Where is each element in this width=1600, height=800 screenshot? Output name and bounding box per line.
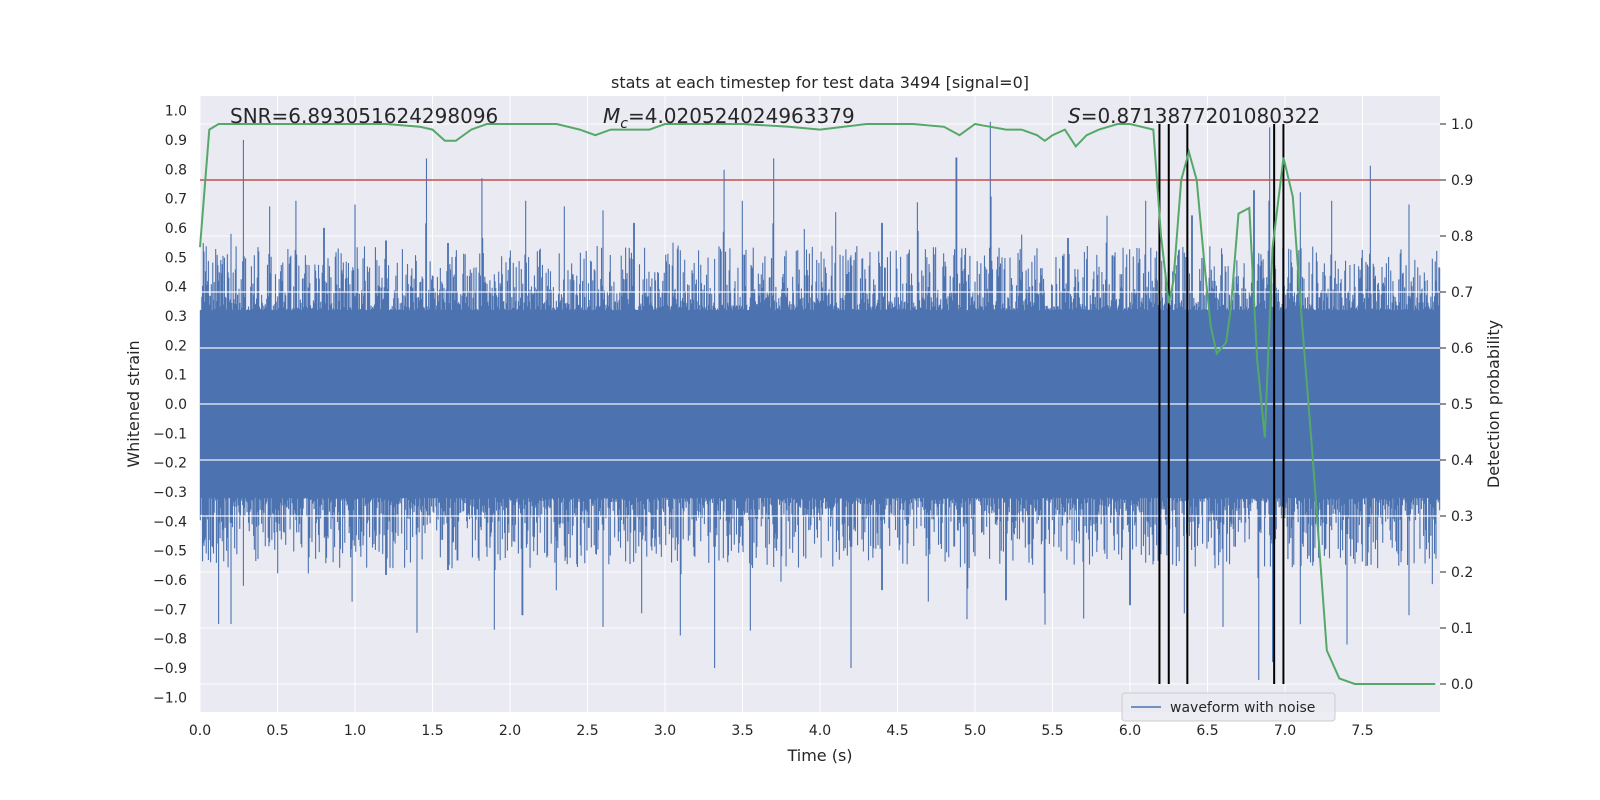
y-tick-label: 0.1 <box>165 368 187 384</box>
y-right-tick-label: 0.8 <box>1451 229 1473 245</box>
x-tick-label: 6.5 <box>1196 723 1218 739</box>
y-axis-label-right: Detection probability <box>1484 320 1503 488</box>
y-tick-label: 0.0 <box>165 397 187 413</box>
y-tick-label: −0.3 <box>153 485 187 501</box>
y-right-tick-label: 0.1 <box>1451 621 1473 637</box>
chirp-mass-annotation: Mc=4.020524024963379 <box>603 104 855 132</box>
x-tick-label: 0.0 <box>189 723 211 739</box>
x-axis-label: Time (s) <box>786 746 852 765</box>
y-axis-label: Whitened strain <box>124 340 143 467</box>
y-right-tick-label: 0.0 <box>1451 677 1473 693</box>
x-tick-label: 3.0 <box>654 723 676 739</box>
x-tick-label: 2.0 <box>499 723 521 739</box>
legend-label: waveform with noise <box>1170 700 1315 716</box>
s-annotation: S=0.8713877201080322 <box>1068 104 1320 128</box>
chirp-mass-symbol: M <box>603 104 620 128</box>
x-tick-label: 6.0 <box>1119 723 1141 739</box>
y-tick-label: −0.8 <box>153 632 187 648</box>
y-tick-label: 0.4 <box>165 280 187 296</box>
y-tick-label: 0.6 <box>165 221 187 237</box>
y-right-tick-label: 1.0 <box>1451 117 1473 133</box>
y-tick-label: −1.0 <box>153 690 187 706</box>
y-tick-label: −0.6 <box>153 573 187 589</box>
x-tick-label: 0.5 <box>266 723 288 739</box>
chirp-mass-value: =4.020524024963379 <box>628 104 855 128</box>
y-tick-label: −0.7 <box>153 602 187 618</box>
y-tick-label: 0.8 <box>165 162 187 178</box>
y-tick-label: −0.2 <box>153 456 187 472</box>
s-value: =0.8713877201080322 <box>1081 104 1320 128</box>
y-tick-label: 0.3 <box>165 309 187 325</box>
y-tick-label: 1.0 <box>165 104 187 120</box>
legend-box <box>1121 692 1336 722</box>
y-right-tick-label: 0.7 <box>1451 285 1473 301</box>
y-tick-label: −0.1 <box>153 426 187 442</box>
s-symbol: S <box>1068 104 1081 128</box>
chart-title: stats at each timestep for test data 349… <box>611 73 1029 92</box>
x-tick-label: 3.5 <box>731 723 753 739</box>
y-tick-label: 0.7 <box>165 192 187 208</box>
y-right-tick-label: 0.2 <box>1451 565 1473 581</box>
y-right-tick-label: 0.5 <box>1451 397 1473 413</box>
y-right-tick-label: 0.9 <box>1451 173 1473 189</box>
y-right-tick-label: 0.4 <box>1451 453 1473 469</box>
legend: waveform with noise <box>1121 692 1336 722</box>
waveform-group <box>199 121 1441 680</box>
x-tick-label: 7.0 <box>1274 723 1296 739</box>
x-tick-label: 7.5 <box>1351 723 1373 739</box>
x-tick-label: 1.5 <box>421 723 443 739</box>
y-tick-label: −0.9 <box>153 661 187 677</box>
y-right-tick-label: 0.3 <box>1451 509 1473 525</box>
axis-ticks: 0.0 0.5 1.0 1.5 2.0 2.5 3.0 3.5 4.0 4.5 5.0 5.5 6.0 6… <box>153 104 1473 739</box>
y-tick-label: −0.5 <box>153 544 187 560</box>
y-right-tick-label: 0.6 <box>1451 341 1473 357</box>
snr-annotation: SNR=6.893051624298096 <box>230 104 498 128</box>
y-tick-label: 0.5 <box>165 250 187 266</box>
x-tick-label: 2.5 <box>576 723 598 739</box>
y-tick-label: 0.9 <box>165 133 187 149</box>
x-tick-label: 5.0 <box>964 723 986 739</box>
chirp-mass-subscript: c <box>620 116 628 132</box>
y-tick-label: −0.4 <box>153 514 187 530</box>
x-tick-label: 5.5 <box>1041 723 1063 739</box>
overlay-group <box>199 122 1440 685</box>
detection-probability-line <box>199 122 1436 685</box>
x-tick-label: 4.5 <box>886 723 908 739</box>
x-tick-label: 1.0 <box>344 723 366 739</box>
x-tick-label: 4.0 <box>809 723 831 739</box>
y-tick-label: 0.2 <box>165 338 187 354</box>
